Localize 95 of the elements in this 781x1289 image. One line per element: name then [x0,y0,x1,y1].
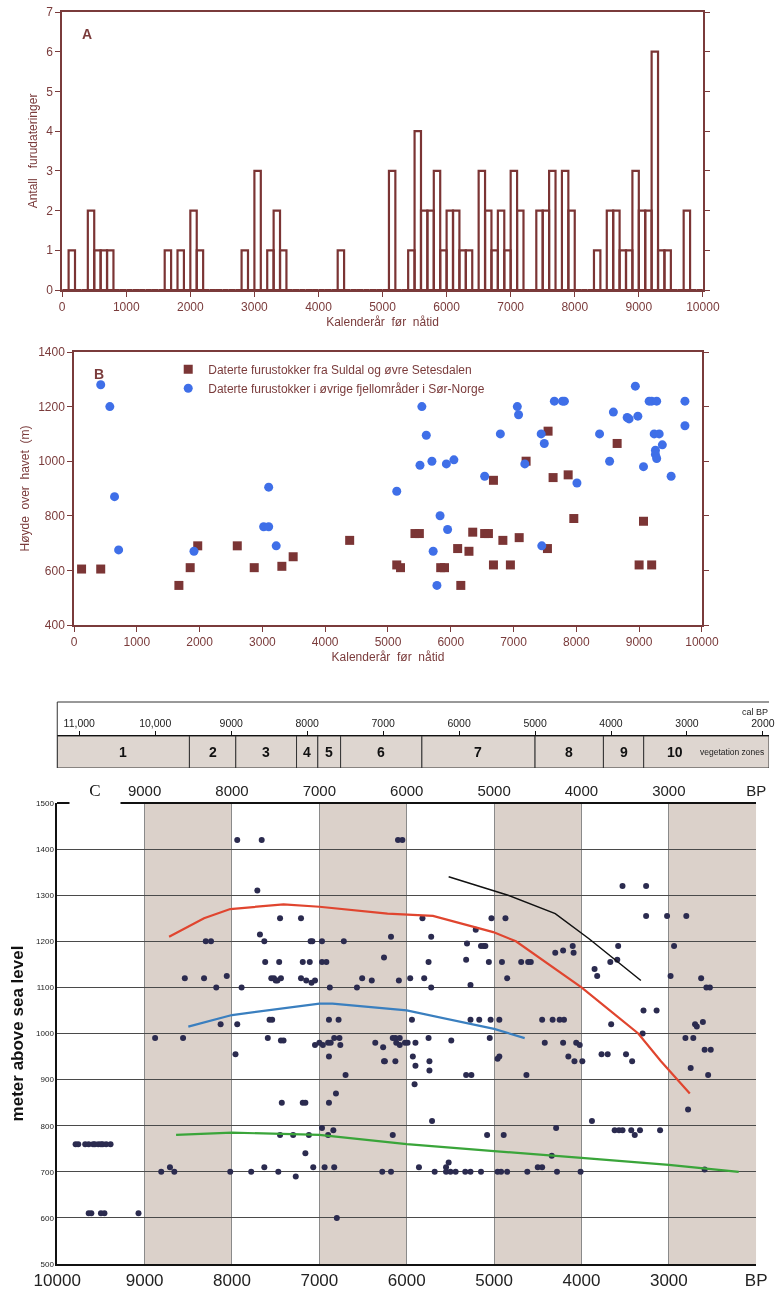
x-tick-label: 10000 [33,1271,81,1289]
series-label: 5 [325,744,333,760]
y-tick-label: 600 [44,563,66,578]
x2-tick-label: 4000 [564,782,599,799]
y-tick-label: 1 [46,243,54,258]
x-tick-label: 8000 [295,716,320,729]
x-tick-label: 10000 [685,635,719,650]
x-tick-label: 3000 [249,635,277,650]
y-tick-label: 6 [46,44,54,59]
x-tick-label: 10000 [686,300,720,315]
x-tick-label: 5000 [475,1271,513,1289]
y-tick-label: 4 [46,124,54,139]
x-tick-label: 3000 [241,300,269,315]
x-tick-label: 5000 [369,300,397,315]
x-tick-label: 2000 [186,635,214,650]
x2-tick-label: 3000 [652,782,686,799]
y-tick-label: 5 [46,84,54,99]
y-tick-label: 1000 [36,1029,55,1039]
series-label: 3 [262,744,270,760]
x-tick-label: 0 [70,635,78,650]
legend-label: Daterte furustokker i øvrige fjellområder i Sør-Norge [208,381,485,396]
x-tick-label: 1000 [112,300,140,315]
y-tick-label: 1500 [36,798,55,808]
x2-tick-label: 6000 [390,782,424,799]
y-tick-label: 1000 [38,454,66,469]
y-tick-label: 500 [40,1259,55,1269]
x-tick-label: 3000 [675,716,699,729]
text: C [89,780,101,800]
x-tick-label: 6000 [433,300,461,315]
x-tick-label: 4000 [599,716,623,729]
x-tick-label: 9000 [125,1271,164,1289]
x-tick-label: 9000 [625,635,653,650]
x-tick-label: 7000 [500,635,528,650]
x-axis-title: Kalenderår før nåtid [331,649,445,664]
y-tick-label: 400 [44,618,66,633]
y-tick-label: 1400 [36,844,55,854]
annotation: B [94,366,105,382]
x-tick-label: 2000 [176,300,204,315]
series-label: 2 [209,744,217,760]
y-tick-label: 1300 [36,891,55,900]
x-tick-label: 4000 [311,635,339,650]
y-tick-label: 800 [40,1121,55,1131]
y-tick-label: 1200 [38,399,66,414]
x-tick-label: 5000 [523,716,547,729]
x-tick-label: 8000 [561,300,589,315]
x-tick-label: 4000 [562,1271,601,1289]
y-tick-label: 1400 [38,345,66,360]
y-tick-label: 600 [40,1213,55,1223]
x-tick-label: 9000 [219,716,244,729]
y-tick-label: 700 [40,1167,55,1177]
series-label: 8 [565,744,573,760]
x2-tick-label: 8000 [215,782,249,799]
x-tick-label: 10,000 [139,716,172,729]
y-tick-label: 800 [44,509,66,523]
x-tick-label: 11,000 [63,716,96,729]
x2-tick-label: 5000 [477,782,511,799]
series-label: 4 [303,744,311,760]
x-tick-label: 6000 [437,635,465,650]
y-axis-title: Antall furudateringer [26,93,41,209]
series-label: 9 [620,744,628,760]
x-tick-label: 6000 [387,1271,426,1289]
series-label: 1 [119,744,127,760]
x-tick-label: 7000 [497,300,525,315]
x-tick-label: 6000 [447,716,471,729]
x-tick-label: 7000 [300,1271,339,1289]
y-axis-title: meter above sea level [8,945,28,1122]
x-axis-title: Kalenderår før nåtid [326,314,439,329]
x-tick-label: 5000 [374,635,402,650]
y-tick-label: 900 [40,1075,55,1085]
x-tick-label: 4000 [305,300,333,315]
x-tick-label: 9000 [625,300,653,315]
annotation: A [82,26,93,42]
x-axis-title: cal BP [742,707,769,717]
y-axis-title: Høyde over havet (m) [17,425,32,552]
y-tick-label: 7 [46,5,54,20]
x2-tick-label: 7000 [302,782,337,799]
y-tick-label: 3 [46,164,54,179]
x-tick-label: 3000 [649,1271,688,1289]
y-tick-label: 0 [46,283,54,298]
x-tick-label: 1000 [123,635,151,650]
y-tick-label: 1100 [36,983,55,993]
x-tick-label: 8000 [213,1271,251,1289]
x-tick-label: 8000 [562,635,590,650]
x-tick-label: 7000 [371,716,395,729]
x2-tick-label: BP [746,782,767,799]
x-tick-label: 2000 [751,716,775,729]
series-label: 10 [667,744,683,760]
annotation: vegetation zones [700,747,765,757]
y-tick-label: 1200 [36,937,55,947]
y-tick-label: 2 [46,203,54,218]
legend-label: Daterte furustokker fra Suldal og øvre Setesdalen [208,362,472,377]
x2-tick-label: 9000 [127,782,162,799]
x-tick-label: BP [744,1271,768,1289]
series-label: 7 [474,744,482,760]
series-label: 6 [377,744,385,760]
